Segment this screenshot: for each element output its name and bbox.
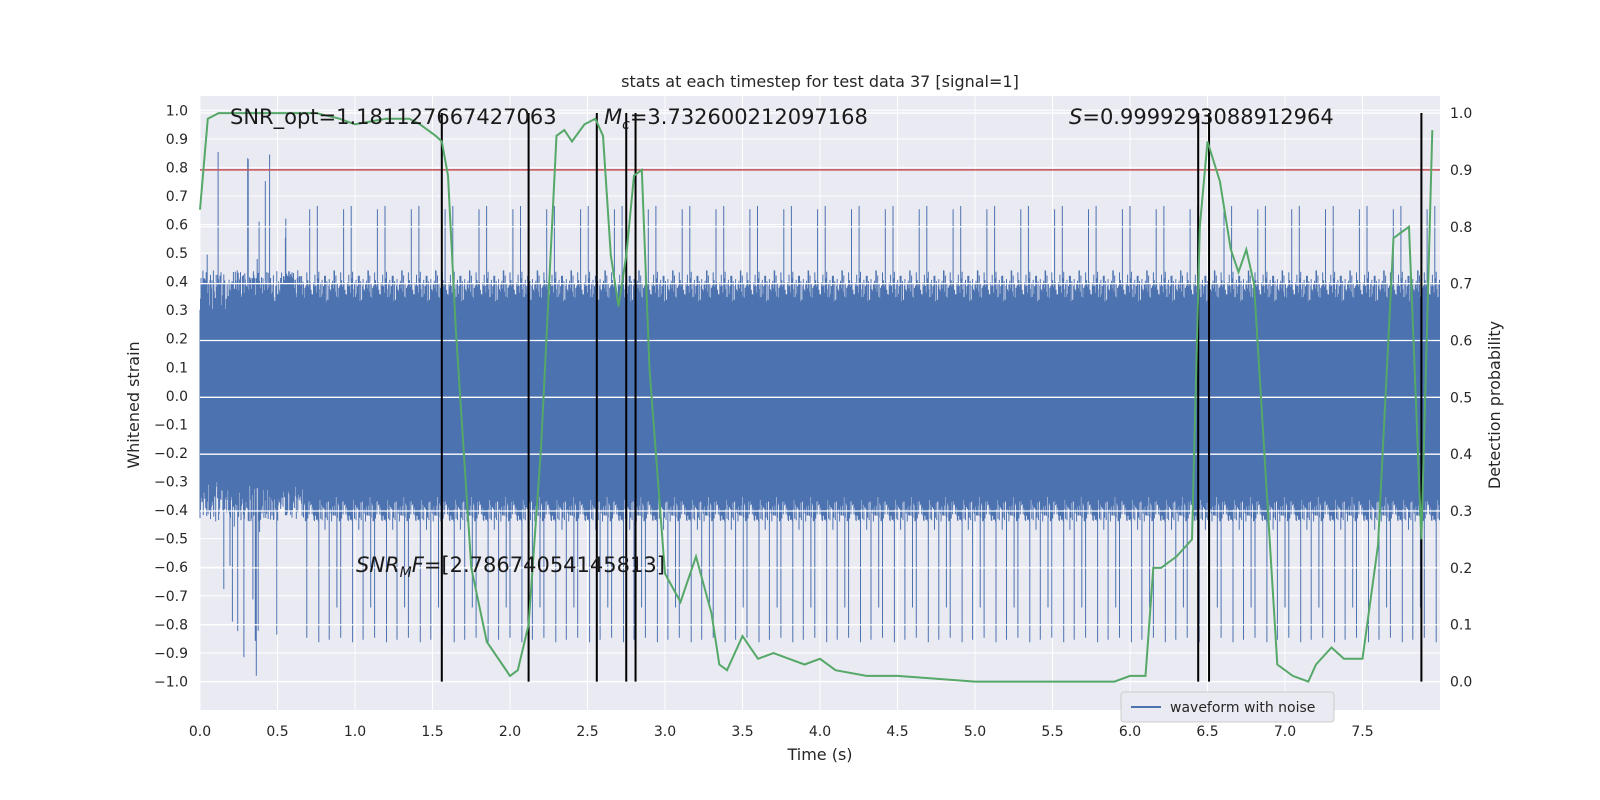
y-right-tick-label: 0.2 [1450,561,1472,577]
y-left-tick-label: 0.1 [166,360,188,376]
chart-title: stats at each timestep for test data 37 … [621,72,1019,91]
x-tick-label: 3.5 [731,724,753,740]
y-right-tick-label: 1.0 [1450,106,1472,122]
y-right-tick-labels: 1.0 0.9 0.8 0.7 0.6 0.5 0.4 0.3 0.2 0.1 0.0 [1450,106,1472,691]
y-left-tick-label: −0.4 [154,503,188,519]
y-left-tick-label: 0.2 [166,332,188,348]
y-right-tick-label: 0.8 [1450,220,1472,236]
y-right-axis-label: Detection probability [1485,321,1504,489]
detection-probability-line [199,112,1434,683]
y-right-tick-label: 0.0 [1450,675,1472,691]
y-left-tick-label: −0.9 [154,646,188,662]
x-tick-label: 0.5 [266,724,288,740]
y-left-tick-label: −0.2 [154,446,188,462]
y-left-tick-label: −0.1 [154,417,188,433]
x-tick-label: 6.5 [1196,724,1218,740]
y-left-tick-label: −1.0 [154,674,188,690]
x-tick-label: 1.0 [344,724,366,740]
y-left-tick-label: 1.0 [166,103,188,119]
y-left-axis-label: Whitened strain [124,341,143,468]
x-tick-label: 6.0 [1119,724,1141,740]
x-tick-label: 7.5 [1351,724,1373,740]
x-tick-label: 5.5 [1041,724,1063,740]
annotation-chirp-mass: Mc=3.732600212097168 [604,105,868,133]
waveform-trace [199,151,1440,676]
annotation-snr-mf: SNRMF=[2.78674054145813] [356,553,665,581]
x-tick-labels: 0.0 0.5 1.0 1.5 2.0 2.5 3.0 3.5 4.0 4.5 5.0 5.5 6.0 6… [189,724,1374,740]
y-left-tick-label: 0.7 [166,189,188,205]
y-left-tick-label: 0.4 [166,275,188,291]
y-left-tick-label: 0.6 [166,218,188,234]
x-tick-label: 2.0 [499,724,521,740]
y-right-tick-label: 0.6 [1450,333,1472,349]
y-left-tick-labels: 1.0 0.9 0.8 0.7 0.6 0.5 0.4 0.3 0.2 0.1 0.0 −0.1 −0.… [154,103,188,690]
y-left-tick-label: 0.3 [166,303,188,319]
y-right-tick-label: 0.1 [1450,618,1472,634]
y-left-tick-label: −0.5 [154,532,188,548]
x-tick-label: 7.0 [1274,724,1296,740]
x-tick-label: 3.0 [654,724,676,740]
x-tick-label: 1.5 [421,724,443,740]
x-tick-label: 4.5 [886,724,908,740]
y-right-tick-label: 0.7 [1450,277,1472,293]
y-left-tick-label: −0.7 [154,589,188,605]
y-right-tick-label: 0.9 [1450,163,1472,179]
x-axis-label: Time (s) [786,745,852,764]
legend: waveform with noise [1120,691,1335,723]
annotation-s: S=0.9999293088912964 [1069,105,1334,129]
annotation-snr-opt: SNR_opt=1.181127667427063 [230,105,557,130]
y-right-tick-label: 0.5 [1450,390,1472,406]
legend-label: waveform with noise [1170,700,1315,716]
event-lines [440,113,1423,682]
y-right-tick-label: 0.4 [1450,447,1472,463]
x-tick-label: 5.0 [964,724,986,740]
x-tick-label: 2.5 [576,724,598,740]
x-tick-label: 4.0 [809,724,831,740]
y-left-tick-label: −0.3 [154,475,188,491]
y-left-tick-label: 0.8 [166,160,188,176]
x-tick-label: 0.0 [189,724,211,740]
legend-box [1120,691,1335,723]
y-left-tick-label: −0.8 [154,617,188,633]
y-left-tick-label: 0.0 [166,389,188,405]
y-left-tick-label: −0.6 [154,560,188,576]
y-right-tick-label: 0.3 [1450,504,1472,520]
waveform-series [199,151,1440,676]
y-left-tick-label: 0.9 [166,132,188,148]
y-left-tick-label: 0.5 [166,246,188,262]
